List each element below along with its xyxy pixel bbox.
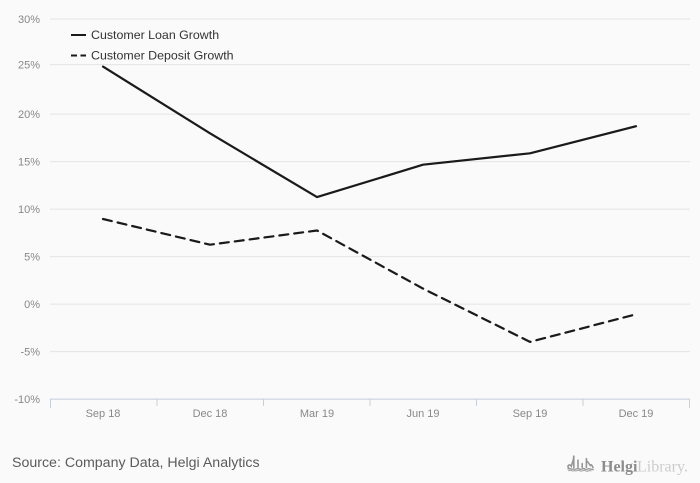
svg-text:-10%: -10% [14,394,40,406]
svg-text:Customer Loan Growth: Customer Loan Growth [91,28,219,42]
svg-text:0%: 0% [24,299,40,311]
svg-text:Dec 19: Dec 19 [619,408,654,420]
svg-text:-5%: -5% [20,347,40,359]
svg-text:Sep 19: Sep 19 [513,408,548,420]
svg-text:Dec 18: Dec 18 [193,408,228,420]
svg-text:30%: 30% [18,14,40,26]
svg-text:Jun 19: Jun 19 [406,408,439,420]
svg-text:15%: 15% [18,157,40,169]
svg-text:Mar 19: Mar 19 [300,408,334,420]
svg-text:Sep 18: Sep 18 [86,408,121,420]
svg-text:25%: 25% [18,60,40,72]
svg-text:10%: 10% [18,204,40,216]
svg-text:Library.: Library. [637,459,688,476]
svg-text:Customer Deposit Growth: Customer Deposit Growth [91,49,234,63]
svg-text:Helgi: Helgi [601,459,638,476]
svg-text:5%: 5% [24,252,40,264]
svg-text:20%: 20% [18,109,40,121]
